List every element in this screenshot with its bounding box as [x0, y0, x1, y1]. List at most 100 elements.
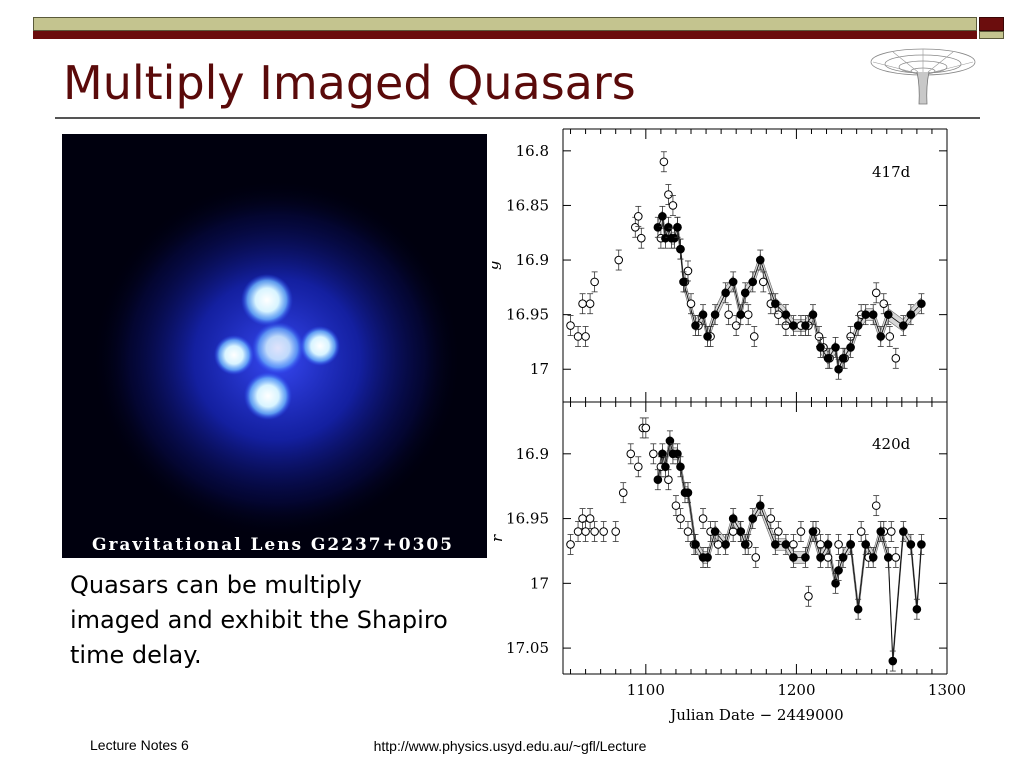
point-marker — [861, 310, 870, 319]
point-marker — [831, 579, 840, 588]
data-point-filled — [661, 456, 670, 478]
data-point-filled — [853, 315, 863, 336]
data-point-filled — [861, 304, 870, 326]
data-point-filled — [823, 534, 833, 555]
data-point-filled — [710, 304, 720, 326]
point-marker — [673, 449, 682, 459]
data-point-open — [871, 495, 881, 517]
data-point-open — [641, 417, 651, 439]
point-marker — [789, 321, 798, 330]
data-point-open — [749, 326, 759, 347]
point-marker — [796, 527, 806, 536]
point-marker — [581, 527, 590, 536]
data-point-open — [686, 293, 696, 315]
data-point-open — [796, 521, 806, 542]
data-point-filled — [853, 598, 863, 620]
data-point-filled — [721, 534, 730, 555]
data-point-open — [891, 347, 901, 369]
top-banner-red-stripe — [33, 31, 977, 39]
data-point-filled — [801, 547, 810, 568]
model-band — [657, 209, 922, 377]
data-point-open — [633, 205, 643, 227]
data-point-open — [599, 521, 608, 542]
point-marker — [630, 222, 640, 232]
point-marker — [917, 540, 926, 549]
data-point-filled — [846, 336, 855, 358]
data-point-filled — [912, 598, 922, 620]
data-point-filled — [883, 547, 893, 568]
data-point-filled — [789, 315, 798, 336]
data-point-open — [573, 326, 583, 347]
data-point-filled — [710, 521, 720, 542]
data-point-filled — [868, 547, 878, 568]
data-point-filled — [906, 534, 916, 555]
point-marker — [676, 462, 685, 472]
data-point-filled — [771, 293, 780, 315]
point-marker — [670, 233, 679, 243]
point-marker — [801, 321, 810, 330]
data-point-filled — [838, 347, 848, 369]
point-marker — [740, 540, 750, 549]
point-marker — [686, 299, 696, 309]
data-point-open — [630, 216, 640, 238]
point-marker — [781, 310, 791, 319]
data-point-open — [879, 293, 889, 315]
point-marker — [876, 332, 886, 341]
point-marker — [823, 354, 833, 363]
point-marker — [573, 332, 583, 341]
data-point-filled — [683, 482, 693, 504]
data-point-filled — [906, 304, 916, 326]
data-point-open — [611, 521, 621, 542]
delay-annotation-top: 417d — [872, 163, 911, 181]
point-marker — [703, 332, 712, 341]
data-point-open — [671, 495, 681, 517]
corner-block-olive — [979, 31, 1004, 39]
point-marker — [831, 343, 840, 352]
data-point-filled — [755, 495, 765, 517]
data-point-open — [659, 151, 669, 173]
point-marker — [846, 540, 855, 549]
data-point-filled — [728, 271, 738, 293]
point-marker — [868, 553, 878, 562]
point-marker — [736, 527, 745, 536]
point-marker — [665, 436, 675, 446]
point-marker — [618, 488, 628, 497]
data-point-filled — [917, 534, 926, 555]
y-axis-label-top: g — [492, 260, 502, 270]
data-point-filled — [876, 326, 886, 347]
data-point-open — [766, 508, 776, 529]
point-marker — [751, 553, 761, 562]
data-point-filled — [755, 249, 765, 271]
data-point-filled — [676, 456, 685, 478]
point-marker — [676, 244, 685, 254]
point-marker — [728, 514, 738, 523]
point-marker — [876, 527, 886, 536]
point-marker — [871, 501, 881, 510]
point-marker — [673, 222, 682, 232]
data-point-filled — [823, 347, 833, 369]
point-marker — [771, 540, 780, 549]
data-point-open — [637, 227, 646, 249]
data-point-open — [664, 184, 673, 205]
point-marker — [912, 604, 922, 614]
point-marker — [868, 310, 878, 319]
data-point-open — [774, 521, 783, 542]
data-point-filled — [740, 282, 750, 304]
photo-caption: Gravitational Lens G2237+0305 — [92, 535, 452, 555]
y-tick-label: 16.8 — [516, 142, 549, 160]
data-point-open — [743, 304, 753, 326]
point-marker — [614, 255, 624, 265]
data-point-open — [758, 271, 768, 293]
data-point-open — [668, 195, 678, 216]
data-point-filled — [834, 358, 843, 380]
point-marker — [781, 540, 791, 549]
data-point-filled — [691, 534, 700, 555]
point-marker — [856, 527, 866, 536]
point-marker — [671, 501, 681, 510]
point-marker — [838, 354, 848, 363]
point-marker — [748, 514, 758, 523]
data-point-open — [698, 508, 708, 529]
data-point-open — [581, 326, 590, 347]
y-tick-label: 16.9 — [516, 251, 549, 269]
point-marker — [658, 212, 667, 221]
